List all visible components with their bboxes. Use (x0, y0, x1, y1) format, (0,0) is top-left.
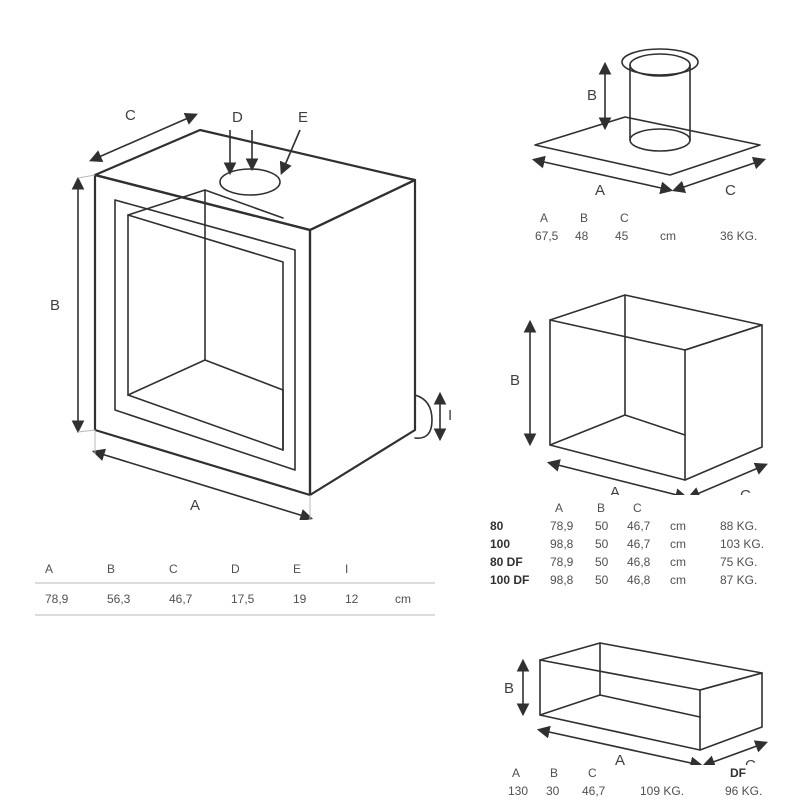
top-diagram: B A C (495, 15, 795, 215)
mid-diagram: B A C (490, 265, 800, 495)
svg-text:78,9: 78,9 (45, 592, 69, 606)
svg-text:67,5: 67,5 (535, 229, 559, 243)
svg-text:B: B (504, 680, 514, 697)
svg-text:78,9: 78,9 (550, 519, 574, 533)
svg-text:A: A (615, 752, 625, 765)
svg-text:cm: cm (670, 555, 686, 569)
svg-text:C: C (745, 757, 756, 765)
svg-text:A: A (610, 484, 620, 495)
dim-C: C (125, 107, 136, 124)
svg-text:50: 50 (595, 537, 609, 551)
svg-text:E: E (293, 562, 301, 576)
svg-text:88 KG.: 88 KG. (720, 519, 757, 533)
svg-text:75 KG.: 75 KG. (720, 555, 757, 569)
svg-text:100 DF: 100 DF (490, 573, 529, 587)
svg-text:36 KG.: 36 KG. (720, 229, 757, 243)
svg-text:C: C (740, 487, 751, 495)
svg-text:C: C (620, 211, 629, 225)
svg-text:45: 45 (615, 229, 629, 243)
top-table: A B C 67,5 48 45 cm 36 KG. (525, 210, 795, 255)
dim-D: D (232, 109, 243, 126)
svg-text:96 KG.: 96 KG. (725, 784, 762, 798)
main-diagram: B A C D E I (0, 0, 470, 520)
svg-text:46,7: 46,7 (169, 592, 193, 606)
svg-text:87 KG.: 87 KG. (720, 573, 757, 587)
svg-text:C: C (633, 501, 642, 515)
svg-text:98,8: 98,8 (550, 537, 574, 551)
svg-text:cm: cm (670, 573, 686, 587)
svg-text:19: 19 (293, 592, 307, 606)
svg-text:17,5: 17,5 (231, 592, 255, 606)
svg-text:A: A (45, 562, 53, 576)
svg-text:80: 80 (490, 519, 504, 533)
dim-I: I (448, 407, 452, 424)
svg-text:B: B (587, 87, 597, 104)
svg-text:A: A (512, 766, 520, 780)
svg-text:I: I (345, 562, 348, 576)
svg-text:cm: cm (395, 592, 411, 606)
svg-text:48: 48 (575, 229, 589, 243)
svg-text:B: B (550, 766, 558, 780)
svg-text:46,7: 46,7 (627, 519, 651, 533)
bot-diagram: B A C (490, 605, 800, 765)
svg-text:78,9: 78,9 (550, 555, 574, 569)
svg-text:B: B (597, 501, 605, 515)
svg-text:80 DF: 80 DF (490, 555, 523, 569)
svg-text:103 KG.: 103 KG. (720, 537, 764, 551)
svg-text:cm: cm (660, 229, 676, 243)
svg-text:A: A (555, 501, 563, 515)
svg-text:B: B (510, 372, 520, 389)
mid-table: A B C 80 78,9 50 46,7 cm 88 KG. 100 98,8… (485, 500, 795, 600)
main-table: A B C D E I 78,9 56,3 46,7 17,5 19 12 cm (35, 555, 455, 635)
dim-A: A (190, 497, 200, 514)
svg-text:cm: cm (670, 537, 686, 551)
svg-text:B: B (107, 562, 115, 576)
svg-text:130: 130 (508, 784, 528, 798)
svg-text:C: C (588, 766, 597, 780)
svg-text:50: 50 (595, 573, 609, 587)
svg-text:46,8: 46,8 (627, 573, 651, 587)
svg-text:46,7: 46,7 (627, 537, 651, 551)
svg-text:46,8: 46,8 (627, 555, 651, 569)
svg-text:50: 50 (595, 555, 609, 569)
svg-text:50: 50 (595, 519, 609, 533)
svg-text:cm: cm (670, 519, 686, 533)
svg-text:DF: DF (730, 766, 746, 780)
svg-text:12: 12 (345, 592, 359, 606)
dim-B: B (50, 297, 60, 314)
svg-text:D: D (231, 562, 240, 576)
svg-text:A: A (540, 211, 548, 225)
svg-text:30: 30 (546, 784, 560, 798)
svg-text:C: C (169, 562, 178, 576)
svg-text:46,7: 46,7 (582, 784, 606, 798)
bot-table: A B C DF 130 30 46,7 109 KG. 96 KG. (500, 765, 800, 805)
svg-text:100: 100 (490, 537, 510, 551)
svg-text:B: B (580, 211, 588, 225)
svg-text:98,8: 98,8 (550, 573, 574, 587)
svg-text:56,3: 56,3 (107, 592, 131, 606)
svg-text:109 KG.: 109 KG. (640, 784, 684, 798)
svg-text:A: A (595, 182, 605, 199)
dim-E: E (298, 109, 308, 126)
svg-text:C: C (725, 182, 736, 199)
